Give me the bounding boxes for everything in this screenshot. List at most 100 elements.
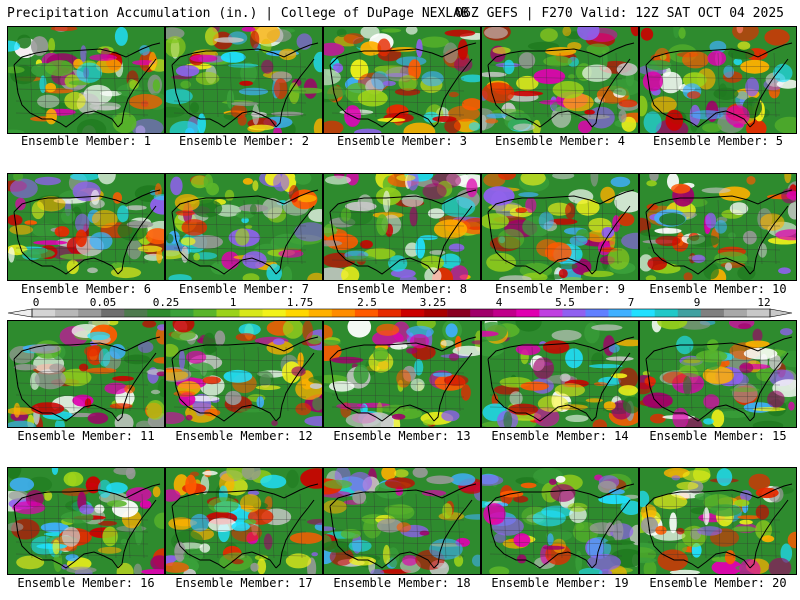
ensemble-member-label: Ensemble Member: 5	[652, 134, 784, 148]
ensemble-panel	[165, 467, 323, 575]
precip-map	[482, 27, 638, 133]
colorbar-swatch	[55, 309, 79, 317]
colorbar-swatch	[585, 309, 609, 317]
ensemble-member-label: Ensemble Member: 8	[336, 282, 468, 296]
colorbar-swatch	[700, 309, 725, 317]
colorbar-swatch	[193, 309, 217, 317]
colorbar-tick-label: 4	[496, 296, 503, 309]
precip-map	[640, 27, 796, 133]
colorbar-max-arrow	[769, 308, 793, 318]
ensemble-member-label: Ensemble Member: 11	[17, 429, 155, 443]
precip-map	[166, 468, 322, 574]
colorbar-tick-label: 3.25	[420, 296, 447, 309]
precip-map	[640, 468, 796, 574]
colorbar-swatch	[377, 309, 402, 317]
colorbar-swatch	[32, 309, 56, 317]
ensemble-panel	[639, 467, 797, 575]
precip-map	[640, 174, 796, 280]
ensemble-panel	[7, 467, 165, 575]
colorbar-swatch	[424, 309, 448, 317]
ensemble-panel	[481, 467, 639, 575]
colorbar-tick-label: 9	[694, 296, 701, 309]
ensemble-member-label: Ensemble Member: 10	[649, 282, 787, 296]
precip-map	[166, 27, 322, 133]
ensemble-panel	[481, 320, 639, 428]
colorbar-swatch	[308, 309, 333, 317]
precip-map	[324, 321, 480, 427]
ensemble-member-label: Ensemble Member: 1	[20, 134, 152, 148]
ensemble-member-label: Ensemble Member: 3	[336, 134, 468, 148]
colorbar-tick-label: 0.25	[153, 296, 180, 309]
ensemble-panel	[7, 173, 165, 281]
colorbar-swatch	[539, 309, 563, 317]
colorbar-swatch	[562, 309, 586, 317]
ensemble-member-label: Ensemble Member: 18	[333, 576, 471, 590]
precip-map	[8, 174, 164, 280]
ensemble-member-label: Ensemble Member: 12	[175, 429, 313, 443]
colorbar-tick-label: 0	[33, 296, 40, 309]
ensemble-panel	[481, 173, 639, 281]
colorbar-tick-label: 1	[230, 296, 237, 309]
precip-map	[324, 468, 480, 574]
page-title: Precipitation Accumulation (in.) | Colle…	[7, 6, 469, 21]
ensemble-panel	[7, 320, 165, 428]
colorbar-swatch	[124, 309, 148, 317]
ensemble-panel	[165, 173, 323, 281]
colorbar-swatch	[470, 309, 494, 317]
colorbar-swatch	[216, 309, 240, 317]
ensemble-panel	[323, 467, 481, 575]
ensemble-member-label: Ensemble Member: 9	[494, 282, 626, 296]
colorbar-swatch	[239, 309, 263, 317]
precip-map	[640, 321, 796, 427]
colorbar-swatch	[170, 309, 194, 317]
colorbar-tick-label: 12	[757, 296, 770, 309]
ensemble-member-label: Ensemble Member: 15	[649, 429, 787, 443]
colorbar-swatch	[746, 309, 771, 317]
precip-map	[8, 321, 164, 427]
valid-time: 06Z GEFS | F270 Valid: 12Z SAT OCT 04 20…	[455, 6, 784, 21]
colorbar-tick-label: 1.75	[287, 296, 314, 309]
ensemble-member-label: Ensemble Member: 6	[20, 282, 152, 296]
ensemble-panel	[639, 320, 797, 428]
ensemble-panel	[165, 26, 323, 134]
ensemble-member-label: Ensemble Member: 13	[333, 429, 471, 443]
ensemble-panel	[639, 26, 797, 134]
colorbar-swatch	[331, 309, 356, 317]
ensemble-panel	[323, 173, 481, 281]
colorbar-swatch	[723, 309, 748, 317]
ensemble-member-label: Ensemble Member: 19	[491, 576, 629, 590]
precip-map	[324, 174, 480, 280]
precip-map	[324, 27, 480, 133]
ensemble-panel	[7, 26, 165, 134]
ensemble-panel	[323, 320, 481, 428]
ensemble-panel	[323, 26, 481, 134]
colorbar-swatch	[262, 309, 286, 317]
colorbar-min-arrow	[7, 308, 33, 318]
colorbar-swatch	[285, 309, 310, 317]
precip-map	[482, 174, 638, 280]
colorbar-swatch	[401, 309, 425, 317]
colorbar-swatch	[354, 309, 379, 317]
colorbar-swatch	[677, 309, 702, 317]
colorbar-tick-label: 5.5	[555, 296, 575, 309]
colorbar-tick-label: 2.5	[357, 296, 377, 309]
precip-map	[8, 468, 164, 574]
colorbar-swatch	[608, 309, 632, 317]
colorbar-swatch	[493, 309, 517, 317]
colorbar-swatch	[147, 309, 171, 317]
precip-map	[8, 27, 164, 133]
colorbar-swatch	[516, 309, 540, 317]
precip-map	[166, 321, 322, 427]
ensemble-member-label: Ensemble Member: 16	[17, 576, 155, 590]
precip-map	[482, 321, 638, 427]
colorbar-tick-label: 0.05	[90, 296, 117, 309]
colorbar-swatch	[101, 309, 125, 317]
precip-map	[166, 174, 322, 280]
ensemble-member-label: Ensemble Member: 2	[178, 134, 310, 148]
ensemble-member-label: Ensemble Member: 17	[175, 576, 313, 590]
ensemble-member-label: Ensemble Member: 20	[649, 576, 787, 590]
ensemble-member-label: Ensemble Member: 4	[494, 134, 626, 148]
colorbar-swatch	[654, 309, 679, 317]
ensemble-panel	[481, 26, 639, 134]
colorbar-legend: 0 0.05 0.25 1 1.75 2.5 3.25 4 5.5 7 9 12	[7, 296, 793, 318]
